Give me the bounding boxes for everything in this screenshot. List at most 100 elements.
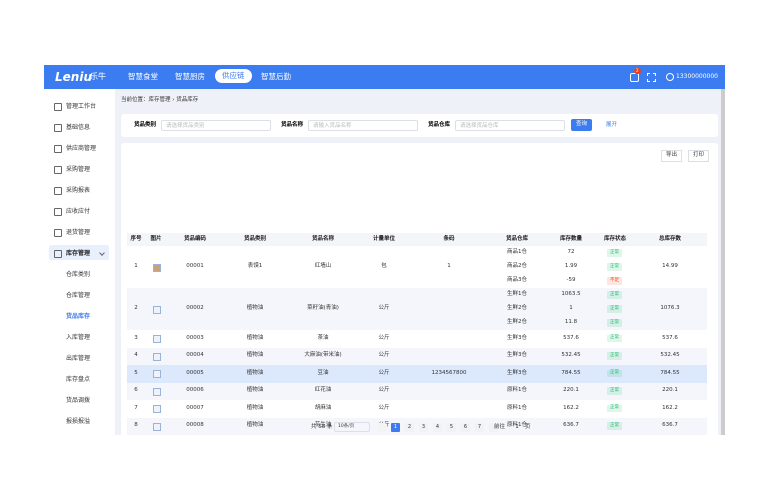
page-number[interactable]: 4	[433, 423, 442, 432]
submenu-item[interactable]: 报损报溢	[66, 418, 91, 425]
menu-item[interactable]: 库存管理	[66, 250, 91, 257]
page-number[interactable]: 5	[447, 423, 456, 432]
submenu-item[interactable]: 货品库存	[66, 313, 91, 320]
page-number[interactable]: 3	[419, 423, 428, 432]
cell-qty: -59	[566, 277, 576, 283]
submenu-item[interactable]: 库存盘点	[66, 376, 91, 383]
cell-qty: 162.2	[563, 404, 579, 411]
table-row[interactable]	[127, 246, 707, 289]
table-row[interactable]	[127, 288, 707, 331]
page-number[interactable]: 7	[475, 423, 484, 432]
menu-item[interactable]: 供应商管理	[66, 145, 97, 152]
menu-icon	[54, 250, 62, 258]
notification-badge: 2	[634, 68, 641, 74]
prev-page[interactable]	[377, 423, 386, 432]
cell-barcode: 1	[447, 263, 451, 269]
logo-cn: 乐牛	[90, 72, 106, 81]
nav-item[interactable]: 智慧后勤	[261, 72, 291, 81]
cell-unit: 公斤	[378, 352, 390, 359]
filter-label: 货品名称	[281, 122, 304, 128]
cell-index: 7	[134, 404, 138, 411]
menu-item[interactable]: 基础信息	[66, 124, 91, 131]
filter-card: 货品类别 请选择货品类别 货品名称 请输入货品名称 货品仓库 请选择货品仓库 查…	[121, 114, 718, 137]
column-header: 货品仓库	[505, 235, 528, 242]
submenu-item[interactable]: 货品调拨	[66, 397, 91, 404]
bell-icon[interactable]	[630, 73, 639, 82]
cell-code: 00004	[186, 352, 204, 359]
page-number[interactable]: 2	[405, 423, 414, 432]
product-image	[153, 422, 161, 431]
export-button[interactable]: 导出	[661, 150, 683, 162]
menu-item[interactable]: 采购管理	[66, 166, 91, 173]
cell-code: 00002	[186, 305, 204, 311]
submenu-item[interactable]: 出库管理	[66, 355, 91, 362]
user-icon	[666, 73, 674, 81]
nav-item-active[interactable]: 供应链	[215, 69, 252, 83]
user-phone[interactable]: 13300000000	[676, 73, 718, 80]
cell-category: 植物油	[246, 352, 264, 359]
cell-unit: 公斤	[378, 369, 390, 376]
next-page[interactable]	[489, 423, 498, 432]
cell-qty: 532.45	[561, 352, 581, 359]
expand-link[interactable]: 展开	[606, 122, 618, 128]
cell-total: 537.6	[662, 334, 678, 341]
product-image	[153, 305, 161, 314]
cell-warehouse: 商品3仓	[507, 277, 527, 283]
cell-warehouse: 原料1仓	[507, 422, 527, 429]
breadcrumb: 当前位置：库存管理 › 货品库存	[121, 97, 199, 103]
cell-code: 00007	[186, 404, 204, 411]
print-button[interactable]: 打印	[688, 150, 710, 162]
cell-warehouse: 生鲜3仓	[507, 352, 527, 359]
cell-code: 00008	[186, 422, 204, 429]
menu-item[interactable]: 应收应付	[66, 208, 91, 215]
status-badge: 正常	[607, 291, 622, 299]
status-badge: 正常	[607, 352, 622, 360]
page-number[interactable]: 6	[461, 423, 470, 432]
cell-index: 5	[134, 369, 138, 376]
cell-unit: 公斤	[378, 334, 390, 341]
goto-input[interactable]: 1	[515, 424, 519, 430]
status-badge: 正常	[607, 263, 622, 271]
cell-unit: 公斤	[378, 305, 390, 311]
submenu-item[interactable]: 仓库类别	[66, 271, 91, 278]
fullscreen-icon[interactable]	[647, 73, 656, 82]
breadcrumb-item[interactable]: 库存管理	[148, 97, 171, 103]
submenu-item[interactable]: 仓库管理	[66, 292, 91, 299]
cell-name: 大麻油(带米油)	[304, 352, 342, 359]
top-bar: Leniu 乐牛 智慧食堂 智慧厨房 供应链 智慧后勤 2 1330000000…	[44, 65, 725, 89]
cell-warehouse: 原料1仓	[507, 404, 527, 411]
page-number[interactable]: 1	[391, 423, 400, 432]
text-input[interactable]: 请输入货品名称	[308, 120, 418, 131]
cell-name: 红墙山	[314, 263, 332, 269]
column-header: 货品名称	[311, 235, 334, 242]
table-row[interactable]	[127, 417, 707, 435]
cell-index: 3	[134, 334, 138, 341]
product-image	[153, 370, 161, 379]
cell-qty: 1.99	[564, 263, 578, 269]
menu-item[interactable]: 采购报表	[66, 187, 91, 194]
cell-total: 14.99	[662, 263, 678, 269]
menu-item[interactable]: 管理工作台	[66, 103, 97, 110]
cell-index: 6	[134, 387, 138, 394]
cell-category: 植物油	[246, 422, 264, 429]
status-badge: 正常	[607, 305, 622, 313]
menu-icon	[54, 187, 62, 195]
select[interactable]: 请选择货品仓库	[455, 120, 565, 131]
table-card: 导出 打印 序号 图片 货品编码 货品类别 货品名称 计量单位 条码 货品仓库 库存数量 库存状态…	[121, 143, 718, 435]
menu-icon	[54, 145, 62, 153]
cell-qty: 11.8	[564, 319, 578, 325]
search-button[interactable]: 查询	[571, 119, 593, 131]
cell-qty: 72	[567, 249, 575, 255]
cell-warehouse: 生鲜2仓	[507, 305, 527, 311]
nav-item[interactable]: 智慧厨房	[175, 72, 205, 81]
menu-active-bg	[49, 245, 109, 260]
cell-name: 胡麻油	[314, 404, 332, 411]
select[interactable]: 请选择货品类别	[161, 120, 271, 131]
column-header: 条码	[443, 235, 455, 242]
submenu-item[interactable]: 入库管理	[66, 334, 91, 341]
nav-item[interactable]: 智慧食堂	[128, 72, 158, 81]
page-size-select[interactable]: 10条/页	[334, 422, 370, 432]
menu-item[interactable]: 退货管理	[66, 229, 91, 236]
menu-icon	[54, 166, 62, 174]
